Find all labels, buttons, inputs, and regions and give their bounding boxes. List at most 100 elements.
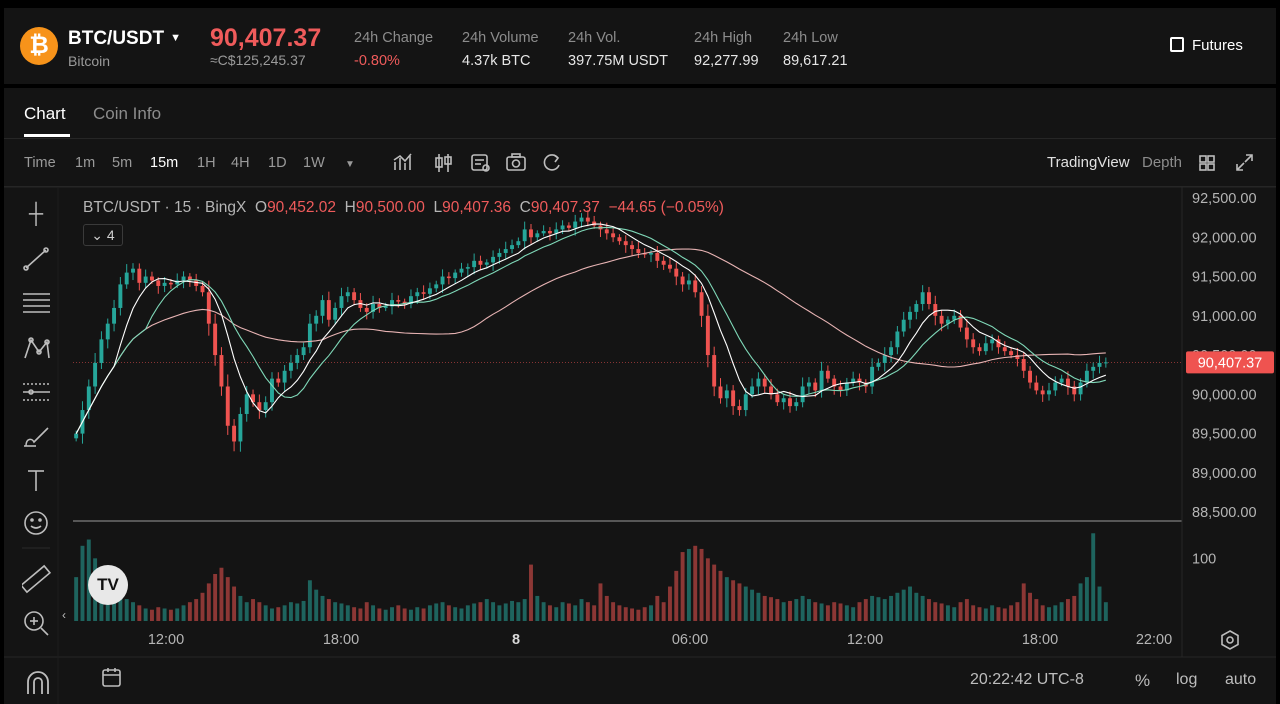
volume-bar [983, 608, 988, 621]
volume-bar [598, 583, 603, 621]
candle-body [516, 241, 521, 246]
candle-body [459, 268, 464, 273]
candle-body [617, 237, 622, 242]
layout-controls [1199, 154, 1253, 171]
crosshair-icon[interactable]: ┼ [28, 203, 44, 225]
volume-bar [1040, 605, 1045, 621]
log-scale-toggle[interactable]: log [1176, 671, 1198, 688]
volume-bar [295, 603, 300, 621]
indicators-icon[interactable] [393, 153, 412, 170]
forecast-icon[interactable] [23, 383, 50, 401]
volume-bar [402, 608, 407, 621]
volume-bar [288, 602, 293, 621]
volume-bar [219, 567, 224, 621]
tab-chart[interactable]: Chart [24, 104, 66, 123]
screenshot-icon[interactable] [506, 153, 526, 171]
volume-bar [554, 607, 559, 621]
volume-bar [731, 580, 736, 621]
refresh-icon[interactable] [543, 154, 560, 171]
volume-bar [642, 607, 647, 621]
x-tick-label: 22:00 [1136, 632, 1172, 648]
timeframe-time[interactable]: Time [24, 155, 56, 171]
chart-settings-icon[interactable] [1220, 630, 1240, 650]
volume-bar [510, 600, 514, 621]
candle-body [882, 355, 887, 363]
volume-bar [825, 605, 830, 621]
timeframe-1d[interactable]: 1D [268, 155, 287, 171]
grid-layout-icon[interactable] [1199, 155, 1215, 171]
price-chart[interactable]: 92,500.00 92,000.00 91,500.00 91,000.00 90,5… [4, 187, 1276, 704]
x-tick-label: 12:00 [847, 632, 883, 648]
date-range-icon[interactable] [100, 666, 124, 690]
timeframe-4h[interactable]: 4H [231, 155, 250, 171]
brush-icon[interactable] [24, 427, 49, 447]
candle-body [750, 386, 755, 395]
volume-bar [939, 603, 944, 621]
candle-body [282, 370, 287, 383]
zoom-in-icon[interactable] [24, 611, 49, 636]
candle-body [434, 284, 439, 289]
volume-bar [920, 595, 925, 621]
candle-body [162, 282, 167, 286]
volume-bar [819, 603, 824, 621]
candle-body [813, 382, 818, 391]
auto-scale-toggle[interactable]: auto [1225, 671, 1257, 688]
volume-bar [1059, 602, 1064, 621]
y-tick-label: 90,000.00 [1192, 387, 1257, 403]
candle-body [1072, 386, 1077, 395]
volume-bar [857, 602, 862, 621]
candle-body [592, 221, 597, 226]
magnet-icon[interactable] [24, 670, 52, 696]
volume-bar [705, 558, 710, 621]
fib-lines-icon[interactable] [23, 293, 50, 313]
collapse-toolbar-icon[interactable]: ‹ [62, 608, 66, 622]
timeframe-dropdown-icon[interactable]: ▼ [345, 159, 355, 170]
depth-toggle[interactable]: Depth [1142, 154, 1183, 171]
volume-bar [838, 603, 843, 621]
candle-body [996, 339, 1001, 348]
volume-bar [124, 599, 129, 621]
emoji-icon[interactable] [24, 511, 48, 535]
futures-button[interactable]: Futures [1170, 37, 1243, 54]
candle-type-icon[interactable] [435, 154, 452, 172]
volume-bar [617, 605, 622, 621]
timeframe-1h[interactable]: 1H [197, 155, 216, 171]
candle-body [181, 276, 186, 281]
pair-selector[interactable]: BTC/USDT ▼ [68, 28, 181, 50]
pattern-icon[interactable] [24, 337, 50, 359]
ruler-icon[interactable] [22, 564, 52, 594]
candle-body [1028, 370, 1032, 383]
candle-body [244, 394, 249, 414]
candle-body [920, 292, 925, 305]
candle-body [819, 370, 824, 391]
indicator-toggle[interactable]: ⌄ 4 [83, 224, 123, 246]
volume-bar [579, 599, 584, 621]
candle-body [377, 304, 382, 308]
volume-bar [718, 570, 723, 621]
tab-coin-info[interactable]: Coin Info [93, 104, 162, 123]
timeframe-1m[interactable]: 1m [75, 155, 96, 171]
fullscreen-icon[interactable] [1236, 154, 1253, 171]
percent-scale-toggle[interactable]: % [1135, 671, 1151, 690]
timeframe-5m[interactable]: 5m [112, 155, 133, 171]
volume-bar [1034, 599, 1039, 621]
candle-body [99, 339, 104, 363]
candle-body [623, 241, 628, 246]
candle-body [1040, 390, 1045, 395]
tradingview-toggle[interactable]: TradingView [1047, 154, 1130, 171]
candle-body [547, 230, 552, 234]
template-icon[interactable] [471, 154, 490, 172]
candle-body [958, 315, 963, 328]
candle-body [276, 378, 281, 383]
trend-line-icon[interactable] [23, 247, 49, 271]
legend-change: −44.65 (−0.05%) [608, 199, 724, 216]
candle-body [409, 296, 413, 305]
volume-bar [415, 607, 420, 621]
candle-body [440, 276, 445, 285]
timeframe-15m[interactable]: 15m [150, 155, 179, 171]
text-tool-icon[interactable] [28, 470, 44, 491]
indicator-count: 4 [106, 227, 115, 243]
candle-body [1091, 366, 1096, 371]
candle-body [756, 378, 761, 387]
timeframe-1w[interactable]: 1W [303, 155, 325, 171]
